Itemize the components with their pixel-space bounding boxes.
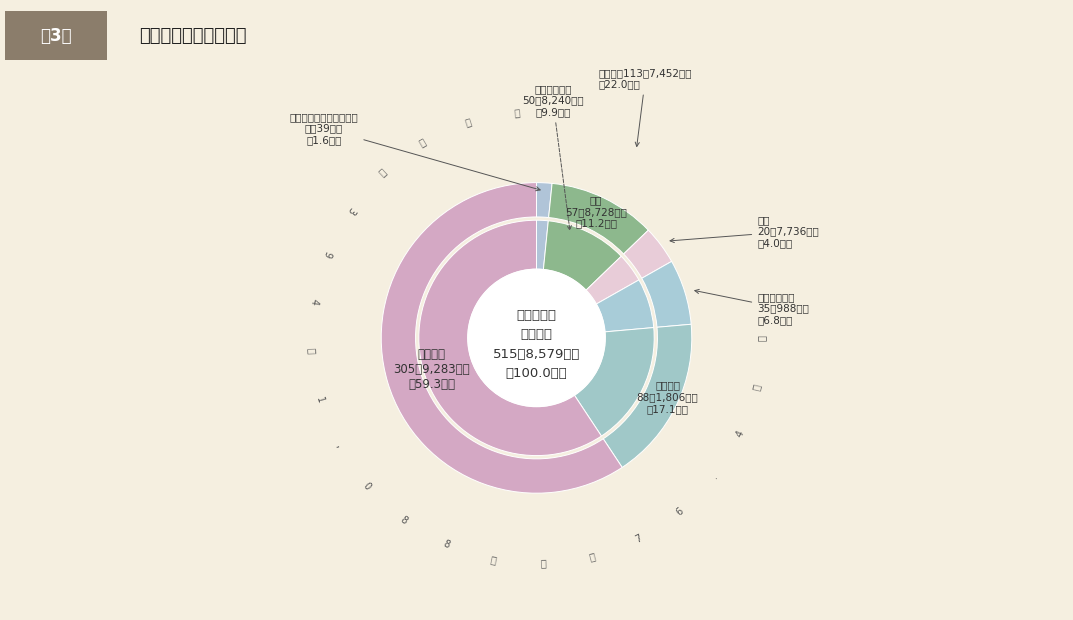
Text: 億: 億 [490,554,498,565]
Wedge shape [536,183,553,218]
Text: 地方
57兆8,728億円
（11.2％）: 地方 57兆8,728億円 （11.2％） [565,195,627,229]
Text: 4: 4 [735,429,747,439]
Text: 政府部門113兆7,452億円
（22.0％）: 政府部門113兆7,452億円 （22.0％） [599,68,692,146]
Text: 企業部門
88兆1,806億円
（17.1％）: 企業部門 88兆1,806億円 （17.1％） [636,381,699,414]
Text: 中央
20兆7,736億円
（4.0％）: 中央 20兆7,736億円 （4.0％） [670,215,819,248]
Text: ％: ％ [751,383,762,391]
Text: 国内総支出と地方財政: 国内総支出と地方財政 [139,27,247,45]
Wedge shape [418,220,602,456]
Text: 民: 民 [514,108,520,118]
Text: ,: , [334,442,343,450]
Text: 515兆8,579億円: 515兆8,579億円 [493,348,580,361]
Text: 財貨・サービスの純輸出
８兆39億円
（1.6％）: 財貨・サービスの純輸出 ８兆39億円 （1.6％） [290,112,540,191]
Text: 兆: 兆 [306,348,317,354]
Text: 0: 0 [361,481,372,492]
Text: 部: 部 [417,137,428,149]
Text: （名目）: （名目） [520,328,553,341]
Wedge shape [603,324,692,467]
Wedge shape [586,256,638,304]
Text: 9: 9 [322,249,333,259]
Wedge shape [597,280,653,332]
Text: .: . [710,472,720,480]
Text: 6: 6 [675,506,686,518]
Text: 家計部門
305兆9,283億円
（59.3％）: 家計部門 305兆9,283億円 （59.3％） [394,348,470,391]
Text: 社会保障基金
35兆988億円
（6.8％）: 社会保障基金 35兆988億円 （6.8％） [695,290,809,325]
Text: 8: 8 [398,514,409,526]
Text: 間: 間 [464,117,472,128]
Text: 第3図: 第3図 [40,27,72,45]
Wedge shape [574,327,655,436]
Wedge shape [536,220,548,270]
Wedge shape [548,184,648,254]
Wedge shape [642,262,691,327]
Text: （: （ [588,551,597,562]
Text: 4: 4 [308,298,320,306]
Wedge shape [623,230,672,278]
Text: 門: 門 [378,167,388,178]
Text: 円: 円 [540,558,546,569]
Text: うち普通会計
50兆8,240億円
（9.9％）: うち普通会計 50兆8,240億円 （9.9％） [523,84,584,230]
Wedge shape [543,221,621,290]
Text: ）: ） [758,335,767,340]
Text: 7: 7 [634,533,644,545]
Text: （100.0％）: （100.0％） [505,368,568,380]
Text: 8: 8 [442,539,451,551]
FancyBboxPatch shape [5,11,107,60]
Text: 国内総支出: 国内総支出 [516,309,557,322]
Text: 1: 1 [314,396,325,404]
Circle shape [468,269,605,407]
Text: 3: 3 [344,205,356,215]
Wedge shape [381,183,622,493]
